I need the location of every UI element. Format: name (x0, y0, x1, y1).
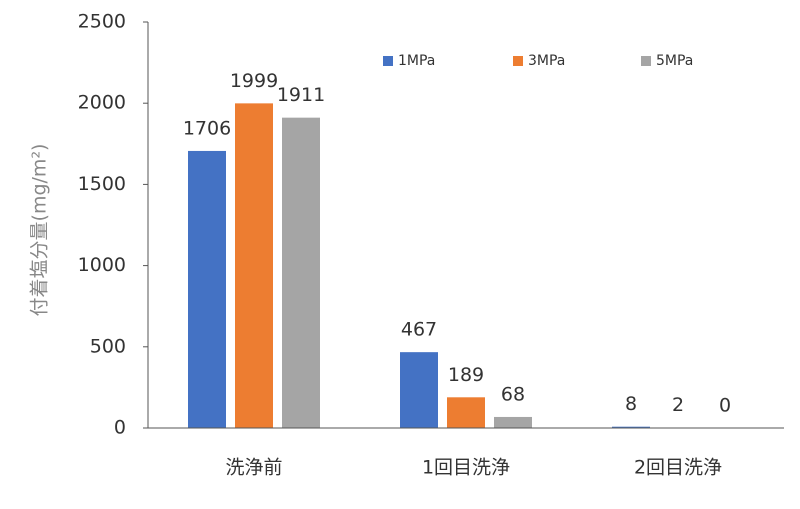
bar (447, 397, 485, 428)
x-tick-label: 1回目洗浄 (422, 457, 510, 479)
data-label: 2 (672, 394, 684, 416)
data-label: 0 (719, 395, 731, 417)
bar (282, 117, 320, 429)
y-tick-label: 1500 (78, 173, 126, 195)
data-label: 8 (625, 393, 637, 415)
data-label: 189 (448, 364, 484, 386)
legend-text: 3MPa (528, 53, 565, 69)
y-tick-label: 500 (90, 335, 126, 357)
legend-swatch (513, 56, 523, 66)
legend-swatch (383, 56, 393, 66)
data-label: 1706 (183, 117, 231, 139)
y-tick-label: 2500 (78, 11, 126, 33)
y-tick-label: 2000 (78, 92, 126, 114)
data-label: 1911 (277, 84, 325, 106)
legend-text: 5MPa (656, 53, 693, 69)
x-tick-label: 洗浄前 (225, 457, 282, 479)
y-tick-label: 0 (114, 417, 126, 439)
bar (235, 103, 273, 428)
y-tick-label: 1000 (78, 254, 126, 276)
legend-text: 1MPa (398, 53, 435, 69)
data-label: 467 (401, 319, 437, 341)
data-label: 1999 (230, 70, 278, 92)
bar (400, 352, 438, 428)
bar (612, 426, 650, 428)
data-label: 68 (501, 383, 525, 405)
legend-swatch (641, 56, 651, 66)
x-tick-label: 2回目洗浄 (634, 457, 722, 479)
y-axis-title: 付着塩分量(mg/m²) (29, 144, 51, 317)
bar (188, 150, 226, 428)
bar (494, 416, 532, 428)
